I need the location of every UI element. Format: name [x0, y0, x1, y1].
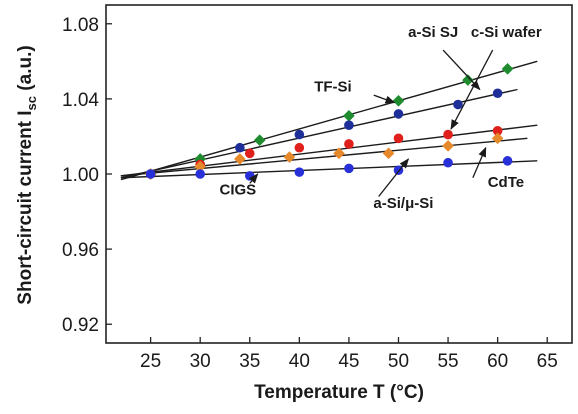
annotation-arrow: [248, 173, 259, 184]
x-tick-label: 45: [338, 351, 359, 372]
annotation-arrow: [442, 49, 481, 91]
data-point: [492, 88, 503, 99]
data-point: [393, 109, 404, 119]
data-point: [194, 160, 206, 173]
annotation-label: a-Si SJ: [408, 24, 458, 41]
fit-line: [120, 124, 538, 177]
fit-line: [120, 137, 528, 177]
data-point: [234, 153, 246, 165]
x-tick-label: 65: [537, 351, 558, 372]
x-tick-label: 60: [487, 351, 508, 372]
data-point: [344, 120, 354, 130]
y-axis-ticks: 0.92 0.96 1.00 1.04 1.08: [62, 15, 112, 336]
y-tick-label: 0.92: [62, 315, 99, 336]
y-tick-label: 1.08: [62, 15, 99, 36]
data-point: [235, 142, 245, 153]
series-annotations: TF-Si a-Si SJ c-Si wafer CIGS a-Si/μ-Si CdTe: [220, 24, 542, 212]
data-point: [443, 157, 453, 168]
annotation-arrow: [450, 49, 494, 130]
y-axis-title: Short-circuit current Isc (a.u.): [15, 45, 39, 304]
data-point: [392, 94, 405, 107]
data-point: [501, 63, 514, 75]
data-point: [195, 169, 205, 179]
data-point: [491, 132, 504, 145]
data-point: [502, 156, 513, 166]
data-point: [145, 169, 156, 179]
data-point: [294, 129, 305, 140]
data-point: [492, 126, 503, 136]
annotation-arrow: [373, 94, 396, 104]
y-axis-title-main: Short-circuit current I: [15, 110, 36, 304]
annotation-arrow: [378, 158, 410, 197]
y-tick-label: 1.04: [62, 90, 99, 111]
annotation-label: c-Si wafer: [471, 24, 542, 41]
x-tick-label: 55: [437, 351, 458, 372]
fit-line: [120, 160, 538, 179]
x-axis-ticks: 25 30 35 40 45 50 55 60 65: [140, 337, 558, 372]
data-point: [343, 109, 355, 122]
annotation-arrow: [472, 146, 487, 179]
data-point: [333, 147, 345, 160]
x-tick-label: 40: [289, 351, 310, 372]
data-point: [253, 134, 266, 146]
y-axis-title-subscript: sc: [24, 96, 39, 110]
data-point: [442, 140, 454, 152]
x-tick-label: 35: [239, 351, 260, 372]
y-axis-title-unit: (a.u.): [15, 45, 36, 96]
data-point: [382, 147, 395, 160]
y-tick-label: 1.00: [62, 165, 99, 186]
data-point: [283, 151, 296, 163]
data-point: [344, 163, 354, 174]
x-axis-title: Temperature T (°C): [254, 382, 424, 403]
data-point: [294, 142, 305, 153]
data-point: [393, 133, 404, 144]
data-point: [344, 139, 354, 149]
annotation-label: CIGS: [220, 182, 257, 199]
y-tick-label: 0.96: [62, 240, 99, 261]
data-point: [453, 99, 463, 110]
x-tick-label: 25: [140, 351, 161, 372]
data-point: [443, 129, 453, 140]
data-point: [294, 167, 305, 177]
plot-frame: [105, 4, 573, 344]
data-point: [244, 148, 255, 159]
annotation-label: CdTe: [488, 174, 524, 191]
annotation-label: TF-Si: [314, 78, 352, 95]
x-tick-label: 50: [388, 351, 409, 372]
x-tick-label: 30: [190, 351, 211, 372]
fit-line: [120, 88, 518, 179]
annotation-label: a-Si/μ-Si: [373, 195, 433, 212]
